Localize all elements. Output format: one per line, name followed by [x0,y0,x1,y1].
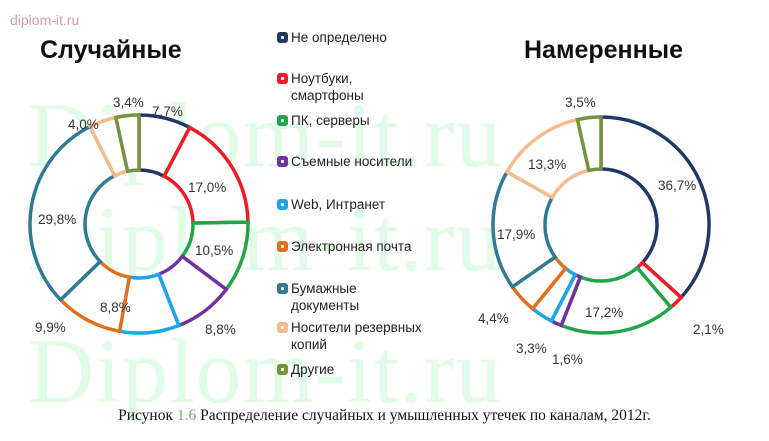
slice-percent-label: 8,8% [100,300,131,315]
legend-marker-icon [277,364,288,375]
legend-marker-icon [277,322,288,333]
legend-item-other: Другие [277,361,461,378]
legend-label: Съемные носители [291,154,413,169]
legend-label: Бумажные документы [291,281,360,313]
slice-percent-label: 4,0% [68,117,99,132]
caption-number: 1.6 [176,407,197,424]
slice-percent-label: 3,3% [516,341,547,356]
legend-marker-icon [277,199,288,210]
legend-item-backup-media: Носители резервных копий [277,319,441,353]
legend-label: Носители резервных копий [291,320,422,352]
slice-percent-label: 8,8% [205,322,236,337]
legend-marker-icon [277,241,288,252]
slice-percent-label: 7,7% [152,104,183,119]
slice-percent-label: 4,4% [478,311,509,326]
slice-percent-label: 2,1% [693,322,724,337]
legend-label: ПК, серверы [291,113,370,128]
site-tag: diplom-it.ru [10,12,80,28]
donut-slice [113,113,141,174]
chart-title-accidental: Случайные [40,36,182,64]
legend-marker-icon [277,156,288,167]
legend-item-pc-servers: ПК, серверы [277,112,461,129]
slice-percent-label: 17,9% [497,227,536,242]
slice-percent-label: 13,3% [528,157,567,172]
slice-percent-label: 1,6% [552,352,583,367]
slice-percent-label: 9,9% [35,320,66,335]
legend-item-web-intranet: Web, Интранет [277,196,461,213]
legend-marker-icon [277,115,288,126]
caption-prefix: Рисунок [118,407,177,424]
slice-percent-label: 29,8% [38,212,77,227]
donut-slice [28,124,118,303]
caption-text: Распределение случайных и умышленных уте… [196,407,651,424]
slice-percent-label: 36,7% [658,178,697,193]
legend-label: Другие [291,362,335,377]
legend-marker-icon [277,32,288,43]
legend-item-email: Электронная почта [277,238,461,255]
legend-label: Ноутбуки, смартфоны [291,71,364,103]
slice-percent-label: 3,5% [565,95,596,110]
legend-item-paper-documents: Бумажные документы [277,280,391,314]
legend-item-removable-media: Съемные носители [277,153,461,170]
legend-label: Web, Интранет [291,197,386,212]
legend-marker-icon [277,73,288,84]
figure-caption: Рисунок 1.6 Распределение случайных и ум… [0,407,769,425]
slice-percent-label: 3,4% [113,95,144,110]
legend-item-laptops: Ноутбуки, смартфоны [277,70,401,104]
slice-percent-label: 10,5% [195,243,234,258]
legend-item-undetermined: Не определено [277,29,461,46]
legend-marker-icon [277,283,288,294]
slice-percent-label: 17,2% [585,305,624,320]
chart-title-intentional: Намеренные [524,36,683,64]
legend-label: Не определено [291,30,387,45]
slice-percent-label: 17,0% [188,180,227,195]
legend-label: Электронная почта [291,239,412,254]
